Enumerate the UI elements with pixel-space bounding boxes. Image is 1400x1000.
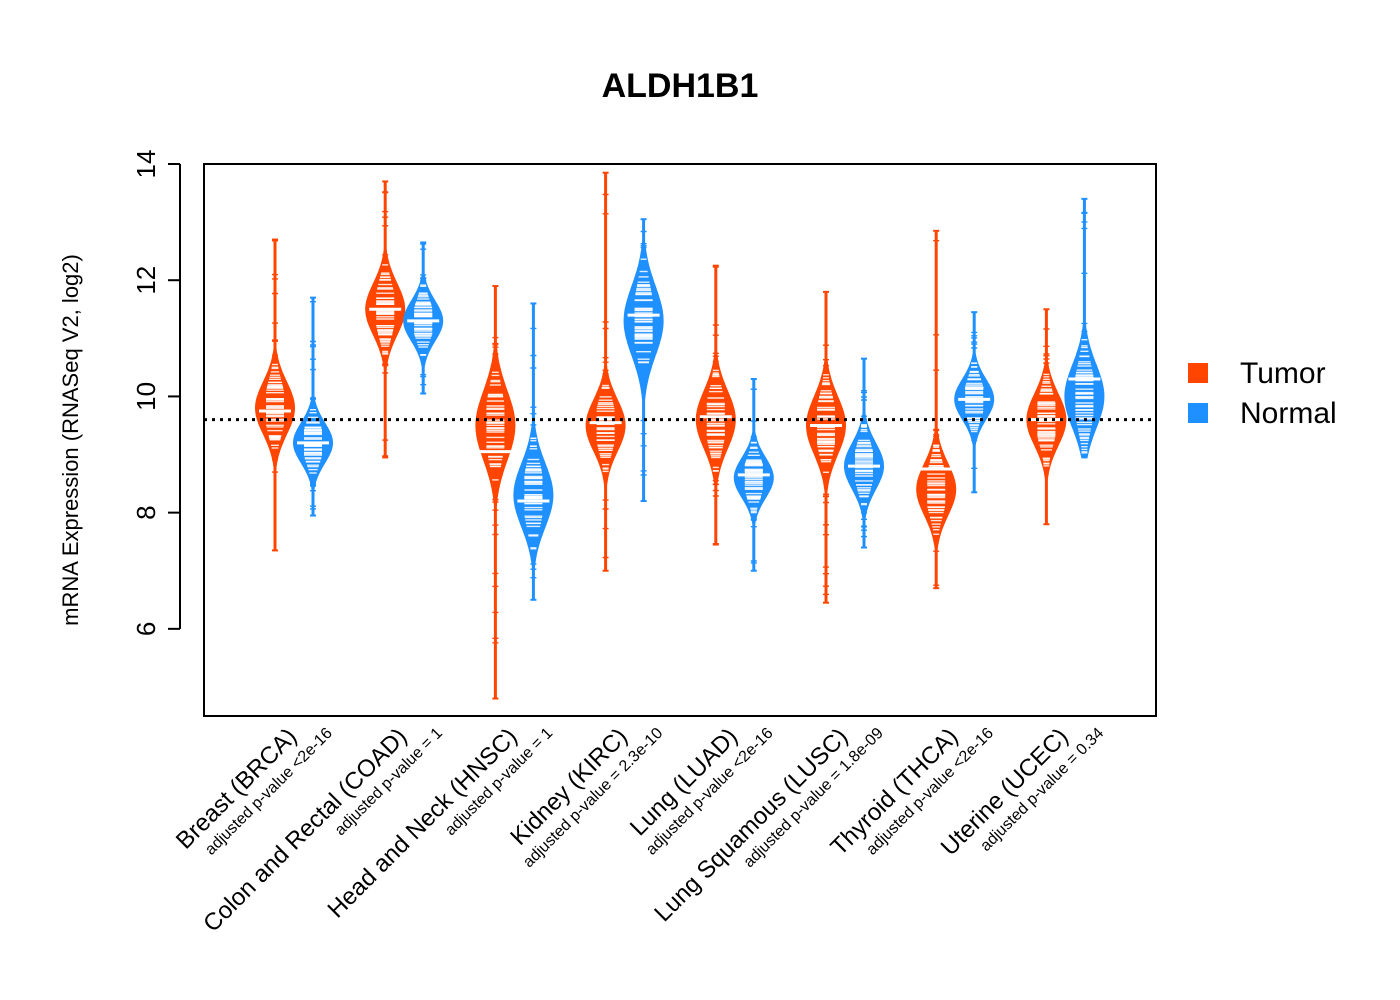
y-tick-label: 6 xyxy=(131,622,161,636)
violin-tumor xyxy=(585,171,626,572)
violin-tumor-shape xyxy=(255,239,295,551)
violin-plot-area xyxy=(255,171,1105,700)
violin-normal-shape xyxy=(513,303,554,600)
violin-normal xyxy=(733,377,774,572)
y-axis-label: mRNA Expression (RNASeq V2, log2) xyxy=(58,254,83,626)
violin-normal xyxy=(513,302,554,601)
violin-tumor xyxy=(255,238,295,552)
violin-tumor xyxy=(1026,308,1067,526)
violin-normal xyxy=(293,296,333,517)
legend-label-normal: Normal xyxy=(1240,397,1337,430)
violin-tumor xyxy=(695,264,736,546)
legend-label-tumor: Tumor xyxy=(1240,357,1326,390)
x-axis-labels: Breast (BRCA)adjusted p-value <2e-16Colo… xyxy=(171,723,1107,937)
legend-swatch-normal xyxy=(1188,403,1208,423)
y-axis: 6 8 10 12 14 xyxy=(131,150,181,636)
violin-normal xyxy=(1064,197,1105,459)
violin-normal xyxy=(844,357,884,549)
violin-tumor xyxy=(475,285,516,700)
violin-normal xyxy=(623,218,664,503)
y-tick-label: 8 xyxy=(131,505,161,519)
violin-tumor xyxy=(916,229,957,590)
violin-tumor-shape xyxy=(695,265,736,545)
y-tick-label: 12 xyxy=(131,266,161,295)
violin-normal-shape xyxy=(623,219,664,501)
violin-tumor-shape xyxy=(916,230,957,589)
y-tick-label: 14 xyxy=(131,150,161,179)
violin-normal xyxy=(954,311,995,494)
legend-swatch-tumor xyxy=(1188,363,1208,383)
plot-frame xyxy=(203,163,1157,717)
violin-normal xyxy=(403,241,444,395)
violin-tumor xyxy=(365,180,406,459)
violin-normal-shape xyxy=(293,297,333,516)
violin-tumor-shape xyxy=(475,286,516,699)
violin-tumor xyxy=(806,290,846,604)
chart-title: ALDH1B1 xyxy=(602,67,759,105)
violin-normal-shape xyxy=(403,242,444,394)
violin-normal-shape xyxy=(1064,198,1105,458)
legend: Tumor Normal xyxy=(1188,357,1337,430)
y-tick-label: 10 xyxy=(131,382,161,411)
violin-tumor-shape xyxy=(585,172,626,571)
